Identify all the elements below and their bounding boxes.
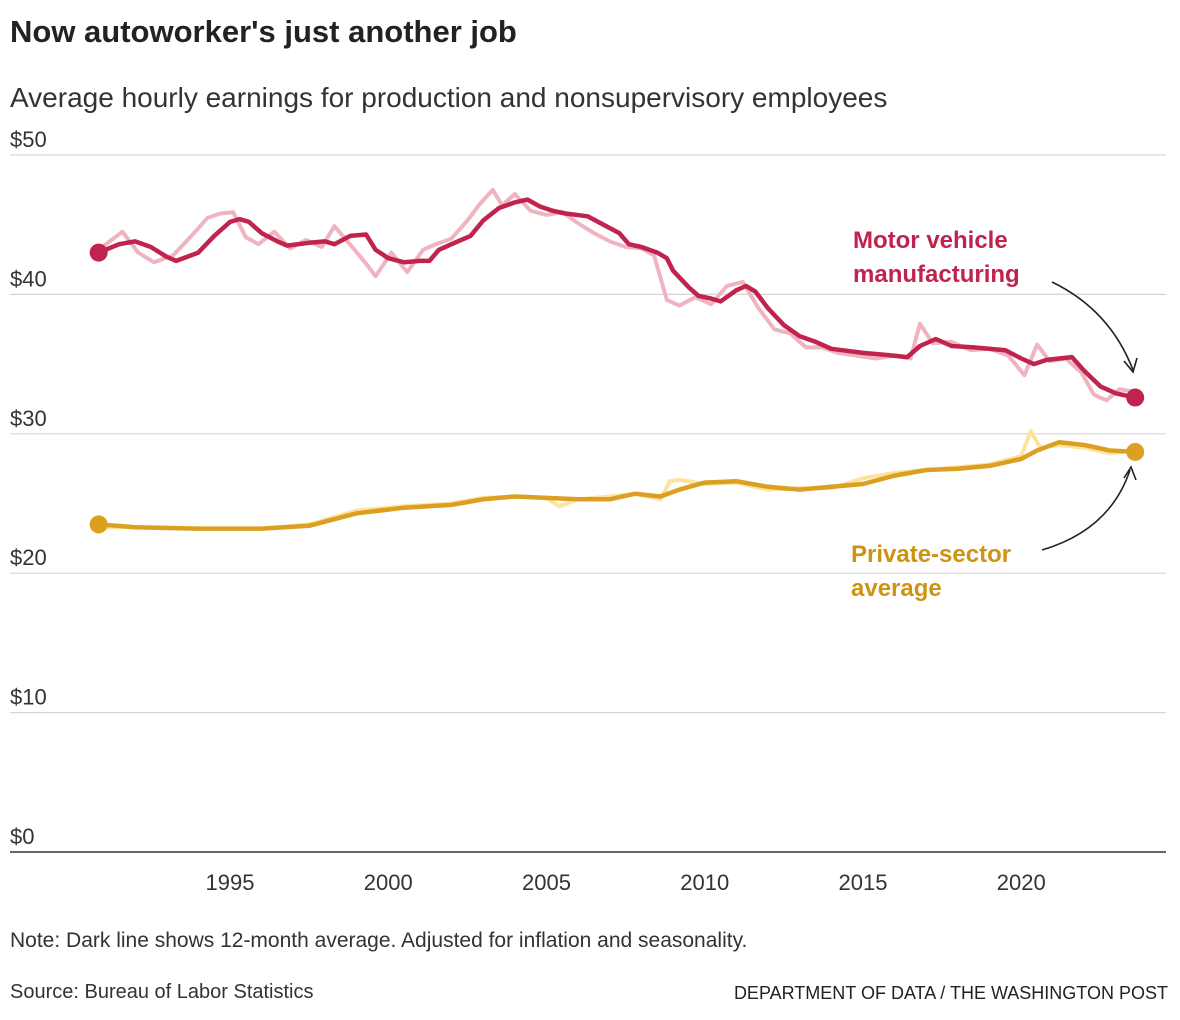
motor-arrow: [1051, 281, 1134, 371]
motor-monthly-line: [97, 187, 1136, 403]
motor-average-line: [96, 197, 1138, 400]
chart-source: Source: Bureau of Labor Statistics: [10, 981, 314, 1003]
motor-end-point: [1126, 388, 1145, 407]
private-end-point: [1126, 442, 1145, 461]
private-average-line: [96, 439, 1138, 531]
x-tick-label: 2010: [680, 870, 729, 895]
private-arrowhead: [1123, 465, 1137, 481]
private-sector-label: Private-sector average: [851, 541, 1012, 602]
y-tick-labels: $0 $10 $20 $30 $40 $50: [10, 127, 47, 849]
x-tick-label: 2015: [839, 870, 888, 895]
chart-subtitle: Average hourly earnings for production a…: [10, 82, 888, 113]
private-start-point: [89, 515, 108, 534]
x-tick-label: 1995: [206, 870, 255, 895]
y-tick-label: $40: [10, 266, 47, 291]
x-tick-label: 2005: [522, 870, 571, 895]
annotation-arrows: [1041, 281, 1138, 551]
y-tick-label: $30: [10, 406, 47, 431]
private-arrow: [1041, 469, 1131, 551]
x-tick-label: 2020: [997, 870, 1046, 895]
motor-arrowhead: [1123, 357, 1138, 374]
y-tick-label: $20: [10, 545, 47, 570]
motor-vehicle-label: Motor vehicle manufacturing: [853, 227, 1020, 288]
chart-credit: Department of Data / The Washington Post: [733, 983, 1168, 1003]
gridlines: [10, 154, 1166, 853]
private-monthly-line: [98, 429, 1136, 531]
chart-title: Now autoworker's just another job: [10, 14, 517, 49]
chart-note: Note: Dark line shows 12-month average. …: [10, 929, 748, 952]
x-tick-labels: 1995 2000 2005 2010 2015 2020: [206, 870, 1046, 895]
y-tick-label: $10: [10, 685, 47, 710]
series-lines: [89, 187, 1145, 534]
y-tick-label: $0: [10, 824, 34, 849]
y-tick-label: $50: [10, 127, 47, 152]
x-tick-label: 2000: [364, 870, 413, 895]
motor-start-point: [89, 243, 108, 262]
